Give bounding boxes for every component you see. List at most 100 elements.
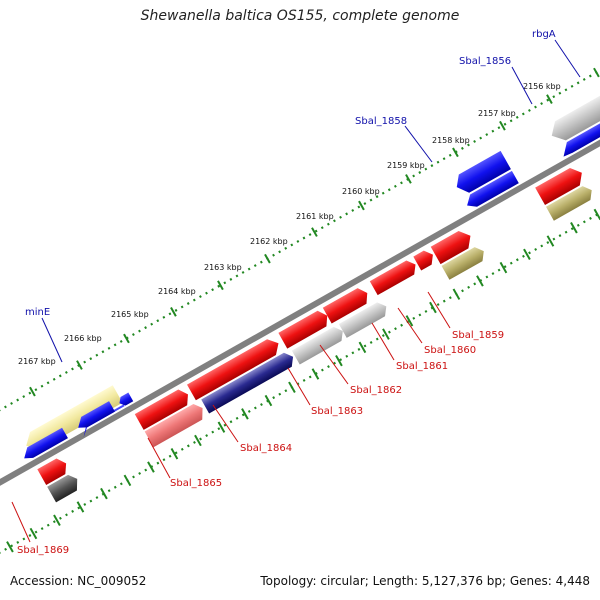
gene-sbal-1858-b[interactable]	[463, 170, 519, 211]
gene-label-sbal-1860[interactable]: Sbal_1860	[424, 345, 476, 356]
inner-major-tick	[570, 222, 578, 234]
outer-major-tick	[170, 307, 177, 317]
gene-labels: rbgA Sbal_1856 Sbal_1858 minE Sbal_1859 …	[17, 29, 556, 556]
inner-major-tick	[217, 421, 226, 433]
gene-label-sbal-1862[interactable]: Sbal_1862	[350, 385, 402, 396]
outer-major-tick	[264, 253, 271, 264]
gene-label-sbal-1858[interactable]: Sbal_1858	[355, 116, 407, 127]
gene-label-sbal-1861[interactable]: Sbal_1861	[396, 361, 448, 372]
gene-sbal-1856-b[interactable]	[558, 121, 600, 157]
label-leaders	[11, 39, 581, 543]
genome-summary-text: Topology: circular; Length: 5,127,376 bp…	[260, 574, 590, 588]
inner-major-tick	[170, 448, 179, 460]
gene-label-sbal-1863[interactable]: Sbal_1863	[311, 406, 363, 417]
gene-label-sbal-1865[interactable]: Sbal_1865	[170, 478, 222, 489]
inner-major-tick	[523, 248, 531, 261]
inner-major-tick	[123, 474, 132, 487]
gene-label-sbal-1869[interactable]: Sbal_1869	[17, 545, 69, 556]
gene-sbal-1863[interactable]	[291, 324, 347, 365]
gene-label-sbal-1856[interactable]: Sbal_1856	[459, 56, 511, 67]
inner-major-tick	[53, 514, 61, 526]
gene-sbal-1864[interactable]	[187, 335, 283, 401]
kbp-label: 2162 kbp	[250, 237, 288, 246]
kbp-label: 2163 kbp	[204, 263, 242, 272]
genome-track	[0, 32, 600, 586]
gene-sbal-1860[interactable]	[413, 248, 437, 271]
gene-minE-c[interactable]	[79, 404, 128, 438]
kbp-label: 2159 kbp	[387, 161, 425, 170]
gene-sbal-1865[interactable]	[134, 387, 193, 430]
outer-major-tick	[546, 94, 553, 104]
inner-major-tick	[29, 527, 38, 540]
inner-major-ticks	[6, 208, 600, 553]
inner-major-tick	[429, 301, 437, 314]
gene-sbal-1862-b[interactable]	[338, 299, 390, 338]
gene-label-minE[interactable]: minE	[25, 307, 50, 318]
inner-major-tick	[335, 354, 343, 367]
gene-sbal-1859-b[interactable]	[441, 244, 488, 280]
outer-major-tick	[499, 120, 506, 131]
kbp-label: 2157 kbp	[478, 109, 516, 118]
kbp-label: 2158 kbp	[432, 136, 470, 145]
outer-tick-track	[0, 32, 600, 478]
map-title: Shewanella baltica OS155, complete genom…	[140, 8, 460, 24]
gene-sbal-1864-b[interactable]	[201, 350, 297, 414]
gene-label-sbal-1859[interactable]: Sbal_1859	[452, 330, 504, 341]
inner-major-tick	[405, 315, 414, 327]
inner-major-tick	[593, 208, 600, 221]
outer-major-tick	[76, 360, 83, 370]
inner-major-tick	[147, 461, 155, 473]
kbp-label: 2165 kbp	[111, 310, 149, 319]
kbp-labels: 2156 kbp 2157 kbp 2158 kbp 2159 kbp 2160…	[18, 82, 561, 366]
gene-sbal-1869-b[interactable]	[47, 472, 82, 503]
inner-major-tick	[264, 394, 273, 407]
outer-major-ticks	[29, 67, 600, 397]
outer-major-tick	[311, 227, 318, 237]
gene-minE-d[interactable]	[74, 401, 115, 431]
gene-minE-e[interactable]	[117, 392, 134, 408]
outer-major-tick	[29, 386, 36, 397]
outer-major-tick	[358, 200, 365, 211]
inner-major-tick	[358, 341, 367, 354]
outer-major-tick	[123, 333, 130, 344]
kbp-label: 2160 kbp	[342, 187, 380, 196]
gene-sbal-1865-b[interactable]	[144, 401, 208, 448]
inner-major-tick	[194, 434, 202, 447]
gene-label-sbal-1864[interactable]: Sbal_1864	[240, 443, 292, 454]
gene-sbal-1862[interactable]	[322, 285, 372, 324]
outer-major-tick	[405, 174, 412, 184]
kbp-label: 2156 kbp	[523, 82, 561, 91]
kbp-label: 2167 kbp	[18, 357, 56, 366]
gene-left-blue[interactable]	[20, 427, 68, 462]
gene-sbal-1858[interactable]	[452, 150, 511, 197]
inner-major-tick	[6, 541, 14, 553]
gene-fwd-olive-right[interactable]	[545, 183, 596, 221]
genome-backbone	[0, 85, 600, 534]
outer-major-tick	[452, 147, 459, 158]
inner-major-tick	[452, 288, 461, 300]
outer-major-tick	[217, 280, 224, 291]
kbp-label: 2161 kbp	[296, 212, 334, 221]
outer-major-tick	[593, 67, 600, 78]
gene-minE-a[interactable]	[58, 385, 123, 433]
inner-major-tick	[241, 408, 249, 420]
gene-sbal-1859[interactable]	[430, 227, 476, 265]
inner-major-tick	[288, 381, 296, 394]
gene-fwd-far-right[interactable]	[535, 164, 587, 206]
kbp-label: 2164 kbp	[158, 287, 196, 296]
gene-minE-b[interactable]	[21, 412, 75, 454]
inner-major-tick	[311, 368, 320, 380]
gene-sbal-1863-b[interactable]	[278, 308, 331, 349]
gene-sbal-1856[interactable]	[546, 100, 600, 146]
gene-sbal-1869[interactable]	[37, 456, 70, 485]
inner-major-tick	[476, 275, 484, 287]
inner-major-tick	[100, 487, 108, 500]
kbp-label: 2166 kbp	[64, 334, 102, 343]
gene-sbal-1861[interactable]	[369, 258, 420, 296]
inner-major-tick	[382, 328, 390, 340]
inner-major-tick	[499, 261, 508, 274]
gene-label-rbgA[interactable]: rbgA	[532, 29, 556, 40]
inner-major-tick	[546, 235, 555, 247]
